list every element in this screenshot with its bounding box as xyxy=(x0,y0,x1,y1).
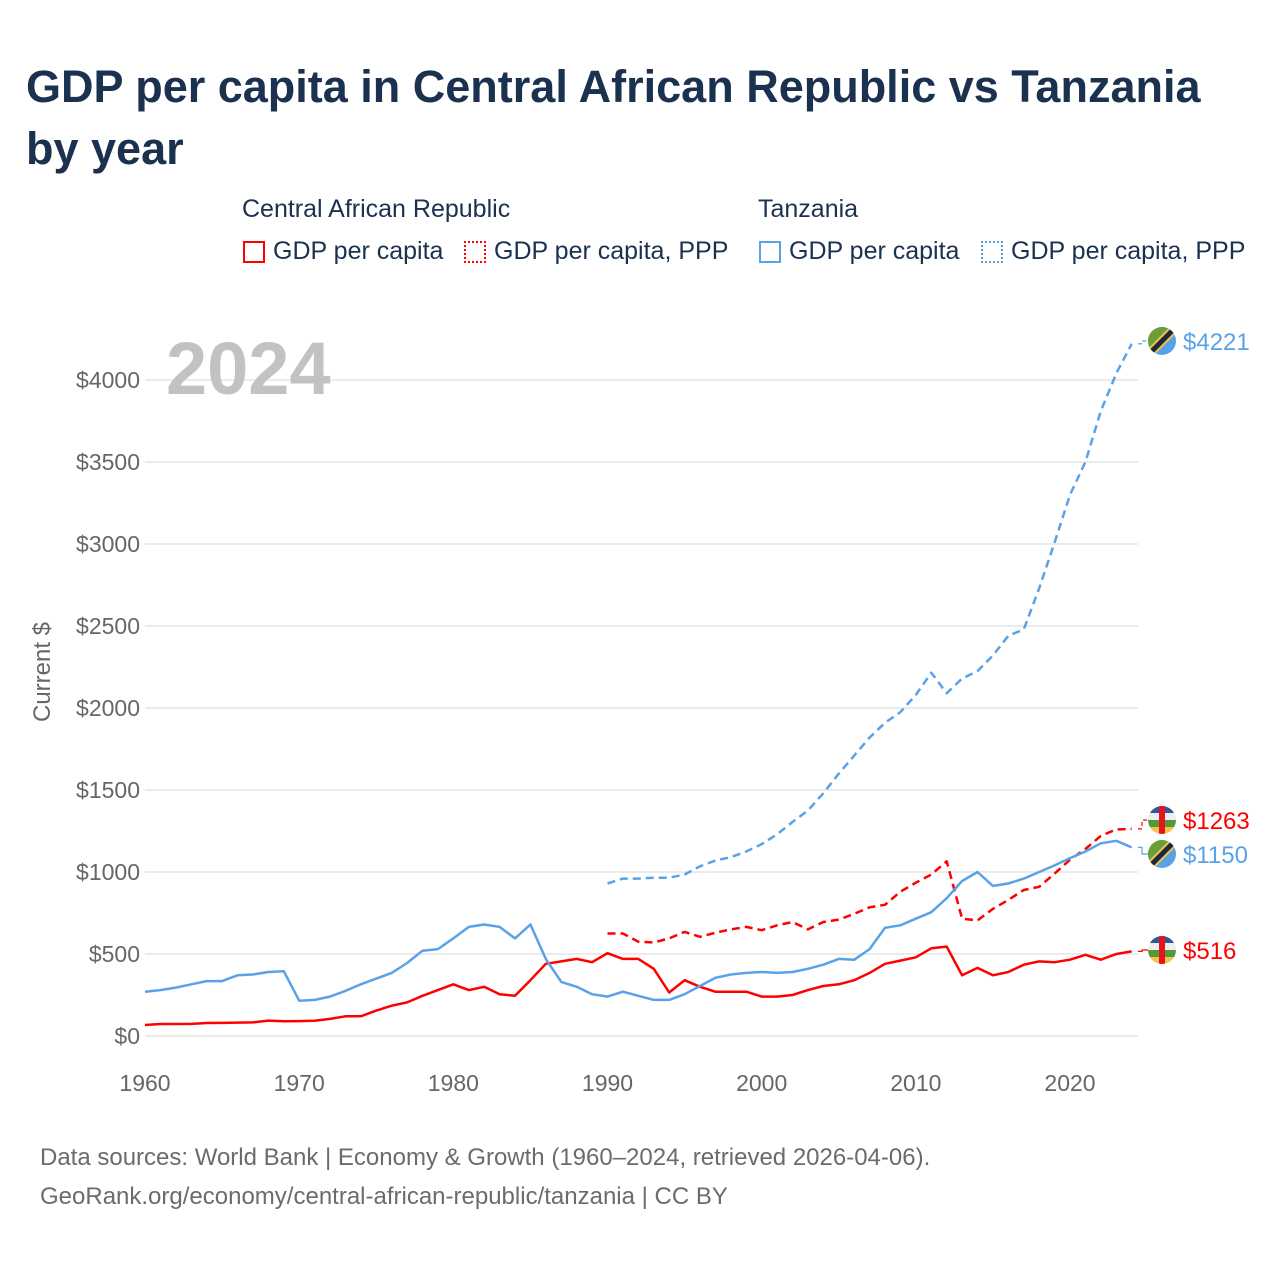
legend-item-car-gdp[interactable]: GDP per capita xyxy=(243,237,443,266)
legend-swatch-dotted-red xyxy=(464,240,486,263)
y-tick-label: $1000 xyxy=(76,859,140,885)
y-axis-label: Current $ xyxy=(29,622,56,722)
series-line xyxy=(144,839,1133,1002)
chart-title: GDP per capita in Central African Republ… xyxy=(26,61,1201,174)
legend-label: GDP per capita, PPP xyxy=(1011,237,1246,265)
end-value-label: $1263 xyxy=(1183,808,1250,835)
y-tick-label: $2000 xyxy=(76,695,140,721)
end-value-label: $4221 xyxy=(1183,329,1250,356)
series-line xyxy=(607,827,1132,944)
car-flag-icon xyxy=(1148,936,1176,964)
x-tick-label: 1990 xyxy=(582,1070,633,1096)
end-value-label: $516 xyxy=(1183,938,1236,965)
series-line xyxy=(607,343,1133,885)
footer-sources: Data sources: World Bank | Economy & Gro… xyxy=(40,1144,931,1171)
label-connector xyxy=(1138,819,1150,830)
x-tick-label: 2010 xyxy=(890,1070,941,1096)
legend-group-car: Central African Republic xyxy=(242,195,511,223)
y-tick-label: $3500 xyxy=(76,449,140,475)
y-tick-label: $2500 xyxy=(76,613,140,639)
y-tick-label: $3000 xyxy=(76,531,140,557)
x-tick-label: 1970 xyxy=(274,1070,325,1096)
tanzania-flag-icon xyxy=(1148,840,1176,868)
x-tick-label: 1960 xyxy=(119,1070,170,1096)
footer: Data sources: World Bank | Economy & Gro… xyxy=(40,1138,930,1216)
legend-item-tz-gdp[interactable]: GDP per capita xyxy=(759,237,959,266)
legend-label: GDP per capita xyxy=(273,237,444,265)
y-tick-label: $4000 xyxy=(76,367,140,393)
year-overlay: 2024 xyxy=(166,327,331,410)
tanzania-flag-icon xyxy=(1148,327,1176,355)
series-line xyxy=(144,945,1132,1027)
car-flag-icon xyxy=(1148,806,1176,834)
y-tick-label: $500 xyxy=(89,941,140,967)
legend-label: GDP per capita, PPP xyxy=(494,237,729,265)
end-value-label: $1150 xyxy=(1183,842,1248,869)
legend-swatch-solid-red xyxy=(243,240,265,263)
x-tick-label: 1980 xyxy=(428,1070,479,1096)
label-connector xyxy=(1138,340,1150,345)
label-connector xyxy=(1138,949,1150,952)
legend-label: GDP per capita xyxy=(789,237,960,265)
x-tick-label: 2000 xyxy=(736,1070,787,1096)
x-tick-label: 2020 xyxy=(1044,1070,1095,1096)
legend-group-tanzania: Tanzania xyxy=(758,195,859,223)
legend-swatch-solid-blue xyxy=(759,240,781,263)
legend-swatch-dotted-blue xyxy=(981,240,1003,263)
y-tick-label: $0 xyxy=(114,1023,140,1049)
label-connector xyxy=(1138,846,1150,855)
footer-link[interactable]: GeoRank.org/economy/central-african-repu… xyxy=(40,1183,728,1210)
legend-item-car-ppp[interactable]: GDP per capita, PPP xyxy=(464,237,728,266)
legend-item-tz-ppp[interactable]: GDP per capita, PPP xyxy=(981,237,1245,266)
y-tick-label: $1500 xyxy=(76,777,140,803)
